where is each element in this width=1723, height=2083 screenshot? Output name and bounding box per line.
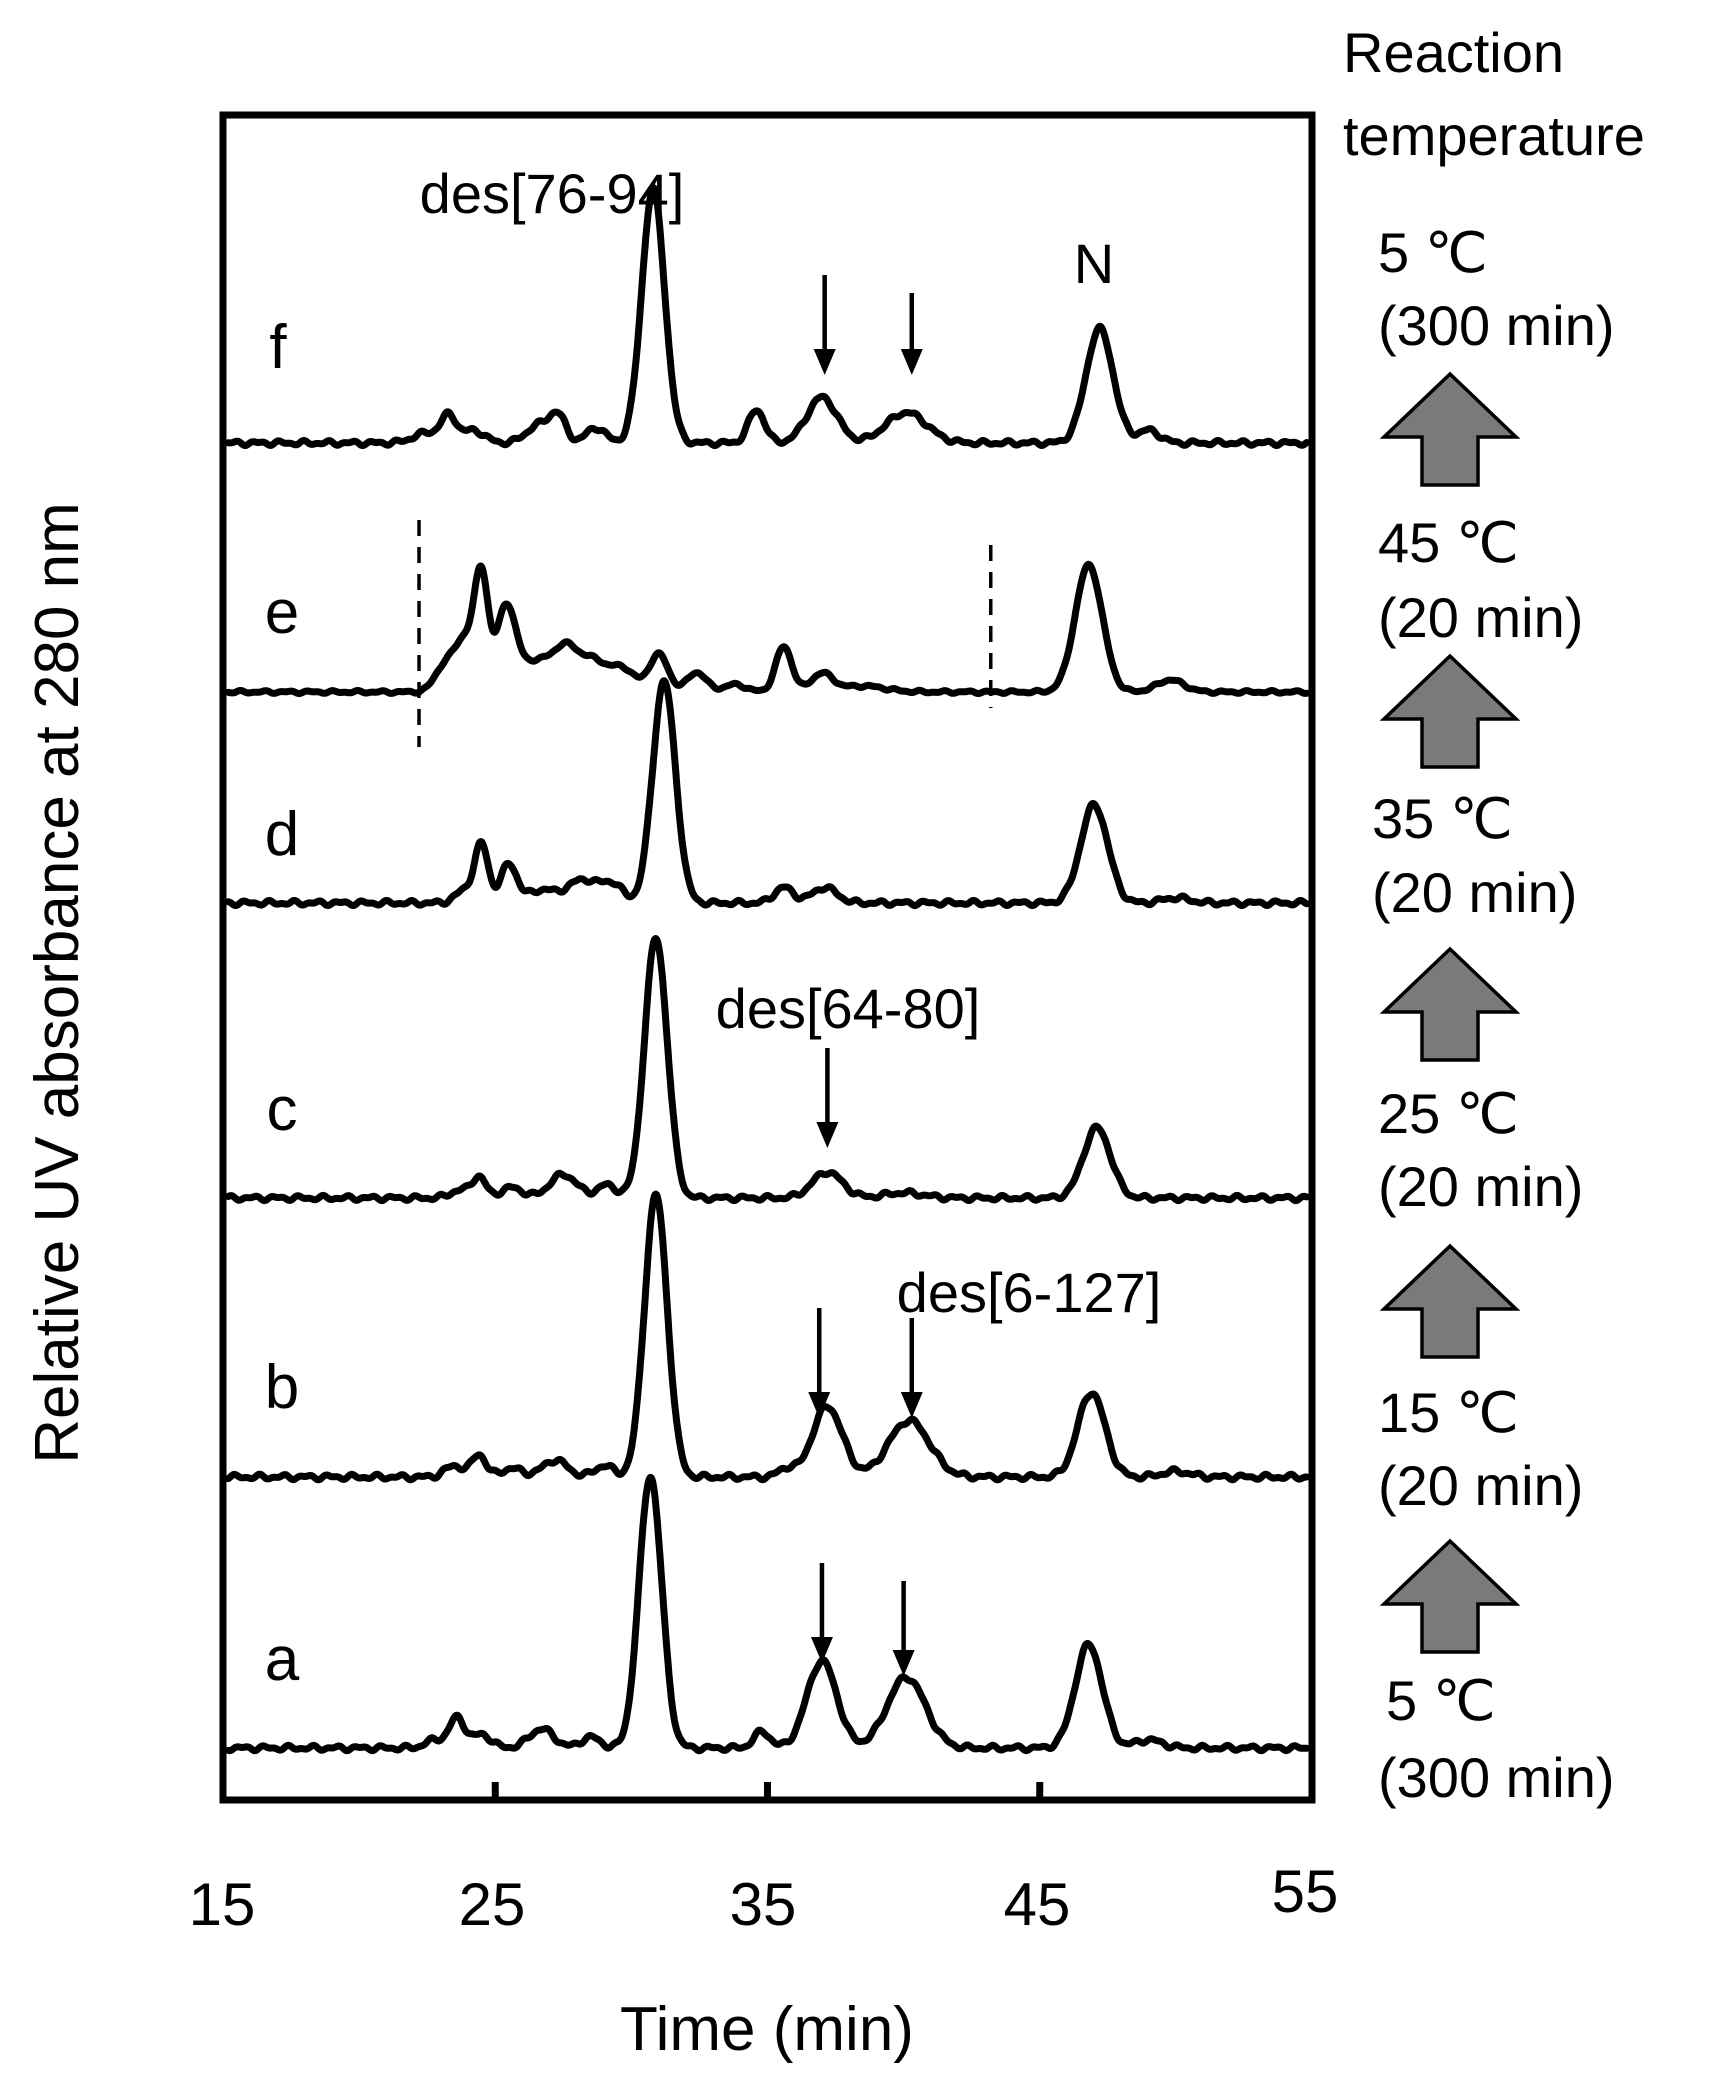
- peak-arrow-f-1: [813, 275, 836, 375]
- condition-e-temp: 45 ℃: [1378, 511, 1519, 574]
- trace-label-c: c: [267, 1075, 298, 1144]
- peak-arrow-f-2: [900, 293, 923, 375]
- peak-arrow-head: [813, 349, 836, 375]
- peak-arrow-head: [900, 1392, 923, 1418]
- condition-f-temp: 5 ℃: [1378, 221, 1488, 284]
- peak-arrow-b-4: [808, 1308, 831, 1418]
- peak-arrow-head: [810, 1637, 833, 1663]
- x-tick-label-55: 55: [1272, 1858, 1339, 1925]
- peak-arrow-head: [892, 1650, 915, 1676]
- peak-arrow-a-7: [892, 1581, 915, 1676]
- trace-e: [224, 560, 1311, 697]
- temperature-step-arrow-2: [1379, 1243, 1521, 1359]
- condition-f-time: (300 min): [1378, 294, 1615, 357]
- x-tick-label-45: 45: [1004, 1871, 1071, 1938]
- annotation-n-peak: N: [1074, 232, 1114, 295]
- peak-arrow-a-6: [810, 1563, 833, 1663]
- traces-group: [224, 184, 1311, 1755]
- condition-b-time: (20 min): [1378, 1454, 1583, 1517]
- side-header-line2: temperature: [1343, 104, 1645, 167]
- dashed-markers-group: [417, 520, 993, 747]
- side-header-line1: Reaction: [1343, 21, 1564, 84]
- peak-arrow-b-5: [900, 1318, 923, 1418]
- x-tick-label-15: 15: [189, 1871, 256, 1938]
- trace-b: [224, 1190, 1311, 1484]
- trace-d: [224, 677, 1311, 910]
- condition-b-temp: 15 ℃: [1378, 1381, 1519, 1444]
- annotation-des-6-127: des[6-127]: [897, 1261, 1162, 1324]
- annotation-des-64-80: des[64-80]: [716, 977, 981, 1040]
- trace-label-e: e: [265, 578, 299, 647]
- plot-frame: [219, 111, 1316, 1804]
- condition-a-temp: 5 ℃: [1386, 1669, 1496, 1732]
- peak-arrow-head: [816, 1122, 839, 1148]
- peak-arrow-head: [900, 349, 923, 375]
- trace-c: [224, 935, 1311, 1205]
- condition-d-temp: 35 ℃: [1372, 787, 1513, 850]
- peak-arrow-c-3: [816, 1048, 839, 1148]
- condition-c-time: (20 min): [1378, 1155, 1583, 1218]
- trace-label-b: b: [265, 1353, 299, 1422]
- condition-a-time: (300 min): [1378, 1746, 1615, 1809]
- x-axis-label: Time (min): [620, 1995, 914, 2064]
- trace-label-f: f: [269, 313, 287, 382]
- temperature-step-arrow-3: [1379, 946, 1521, 1062]
- condition-e-time: (20 min): [1378, 586, 1583, 649]
- y-axis-label: Relative UV absorbance at 280 nm: [23, 502, 92, 1464]
- annotation-des-76-94: des[76-94]: [420, 162, 685, 225]
- trace-f: [224, 184, 1311, 449]
- temperature-step-arrow-5: [1379, 371, 1521, 487]
- trace-a: [224, 1473, 1311, 1755]
- temperature-step-arrow-4: [1379, 653, 1521, 769]
- trace-label-a: a: [265, 1625, 300, 1694]
- condition-d-time: (20 min): [1372, 861, 1577, 924]
- condition-c-temp: 25 ℃: [1378, 1082, 1519, 1145]
- temperature-step-arrow-1: [1379, 1538, 1521, 1654]
- x-axis-ticks: [491, 1782, 1044, 1800]
- peak-arrows-group: [808, 275, 923, 1676]
- trace-label-d: d: [265, 800, 299, 869]
- x-tick-label-35: 35: [730, 1871, 797, 1938]
- x-tick-label-25: 25: [459, 1871, 526, 1938]
- peak-arrow-head: [808, 1392, 831, 1418]
